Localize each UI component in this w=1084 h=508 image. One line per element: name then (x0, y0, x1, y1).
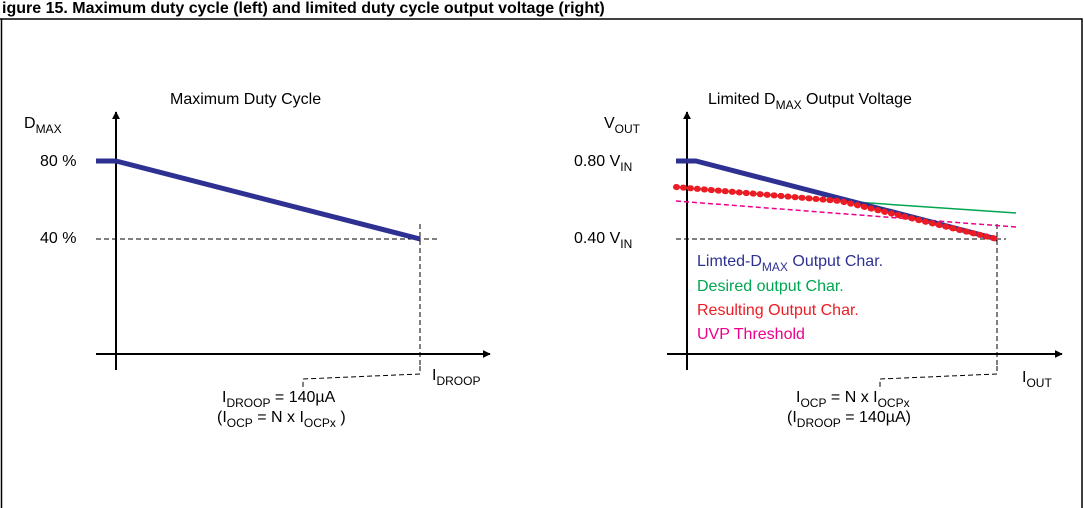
legend-limited-dmax: Limted-DMAX Output Char. (697, 253, 883, 274)
right-title: Limited DMAX Output Voltage (708, 91, 912, 112)
left-y-axis-label: DMAX (24, 115, 62, 136)
right-x-axis-label: IOUT (1022, 369, 1052, 390)
right-y-tick-080: 0.80 VIN (574, 153, 632, 174)
figure-title: igure 15. Maximum duty cycle (left) and … (2, 0, 605, 17)
right-note-droop: (IDROOP = 140µA) (787, 409, 911, 430)
legend-uvp-threshold: UVP Threshold (697, 326, 805, 343)
resulting-output-line (673, 184, 1000, 242)
left-note-droop: IDROOP = 140µA (222, 389, 336, 410)
left-x-axis-label: IDROOP (432, 367, 480, 388)
left-y-tick-40: 40 % (40, 230, 76, 247)
left-y-tick-80: 80 % (40, 153, 76, 170)
legend-resulting-output: Resulting Output Char. (697, 302, 859, 319)
left-duty-line (96, 158, 421, 242)
left-title: Maximum Duty Cycle (170, 91, 321, 108)
left-note-ocp: (IOCP = N x IOCPx ) (217, 409, 346, 430)
uvp-threshold-line (675, 200, 1017, 228)
right-y-axis-label: VOUT (604, 115, 641, 136)
legend-desired-output: Desired output Char. (697, 278, 844, 295)
figure-border (0, 18, 1083, 508)
left-panel: Maximum Duty Cycle DMAX 80 % 40 % IDROOP… (24, 91, 491, 430)
right-y-tick-040: 0.40 VIN (574, 230, 632, 251)
right-panel: Limited DMAX Output Voltage VOUT 0.80 VI… (574, 91, 1063, 430)
right-ocp-leader (879, 366, 998, 390)
right-note-ocp: IOCP = N x IOCPx (796, 389, 910, 410)
left-droop-leader (302, 366, 421, 390)
